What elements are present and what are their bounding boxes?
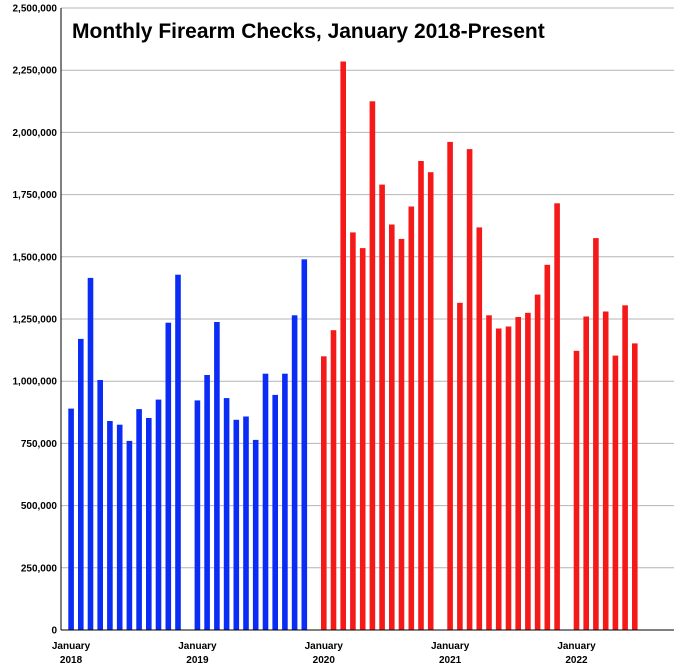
bar [359,248,366,630]
bar [262,373,269,630]
bar [379,184,385,630]
bar [175,274,181,630]
chart-title: Monthly Firearm Checks, January 2018-Pre… [72,20,545,43]
y-axis-tick-labels: 0 250,000 500,000 750,000 1,000,000 1,250,000… [13,4,58,637]
bar [155,399,162,630]
bar [573,350,580,630]
bar [214,322,220,630]
bar [116,424,123,630]
bar [107,421,113,630]
bar [622,305,628,630]
bar [272,394,278,630]
y-tick-label: 1,250,000 [13,315,58,326]
bar [204,375,210,630]
bar [68,408,74,630]
y-tick-label: 1,000,000 [13,377,58,388]
bar [282,373,288,630]
bar [593,238,599,630]
bar [418,161,424,630]
x-tick-label: January [305,641,344,652]
bar [583,316,589,630]
bar [78,338,84,630]
bar [233,419,240,630]
bar [554,203,560,631]
bar [515,317,521,630]
bar [398,238,405,630]
x-tick-label: 2020 [313,655,336,666]
gridlines [61,7,674,569]
y-tick-label: 0 [51,626,57,637]
title-background [66,12,586,48]
bar [525,312,531,630]
bar [243,416,249,630]
y-tick-label: 1,750,000 [13,190,58,201]
y-tick-label: 750,000 [21,439,58,450]
x-tick-label: 2022 [565,655,588,666]
bar [534,294,541,630]
y-tick-label: 2,500,000 [13,4,58,15]
bar [321,356,327,630]
bar [136,409,142,630]
bar [350,232,356,630]
bar [389,224,395,630]
bar [632,343,638,630]
bar [476,227,483,630]
bars [68,61,638,631]
bar [447,141,453,630]
bar [369,101,376,631]
y-tick-label: 250,000 [21,563,58,574]
bar [301,259,308,630]
x-tick-label: January [557,641,596,652]
x-tick-label: 2018 [60,655,83,666]
bar [466,149,473,630]
bar [291,315,298,630]
bar [165,322,172,630]
x-tick-label: January [52,641,91,652]
bar [340,61,346,630]
x-axis-tick-labels: January 2018 January 2019 January 2020 January… [52,641,596,666]
bar [544,264,551,630]
bar [427,172,434,630]
y-tick-label: 500,000 [21,501,58,512]
bar [495,328,502,630]
bar [97,380,103,630]
bar [87,277,94,630]
bar [194,400,201,630]
bar [457,302,463,630]
bar [146,418,152,630]
x-tick-label: 2021 [439,655,462,666]
bar [223,398,230,630]
x-tick-label: January [431,641,470,652]
bar [486,315,492,630]
bar [602,311,609,630]
y-tick-label: 2,250,000 [13,66,58,77]
bar [612,355,619,630]
bar [126,440,133,630]
y-tick-label: 2,000,000 [13,128,58,139]
bar [330,330,337,630]
bar [408,206,415,630]
x-tick-label: January [178,641,217,652]
bar [252,439,259,630]
bar [505,326,512,630]
y-tick-label: 1,500,000 [13,252,58,263]
x-tick-label: 2019 [186,655,209,666]
